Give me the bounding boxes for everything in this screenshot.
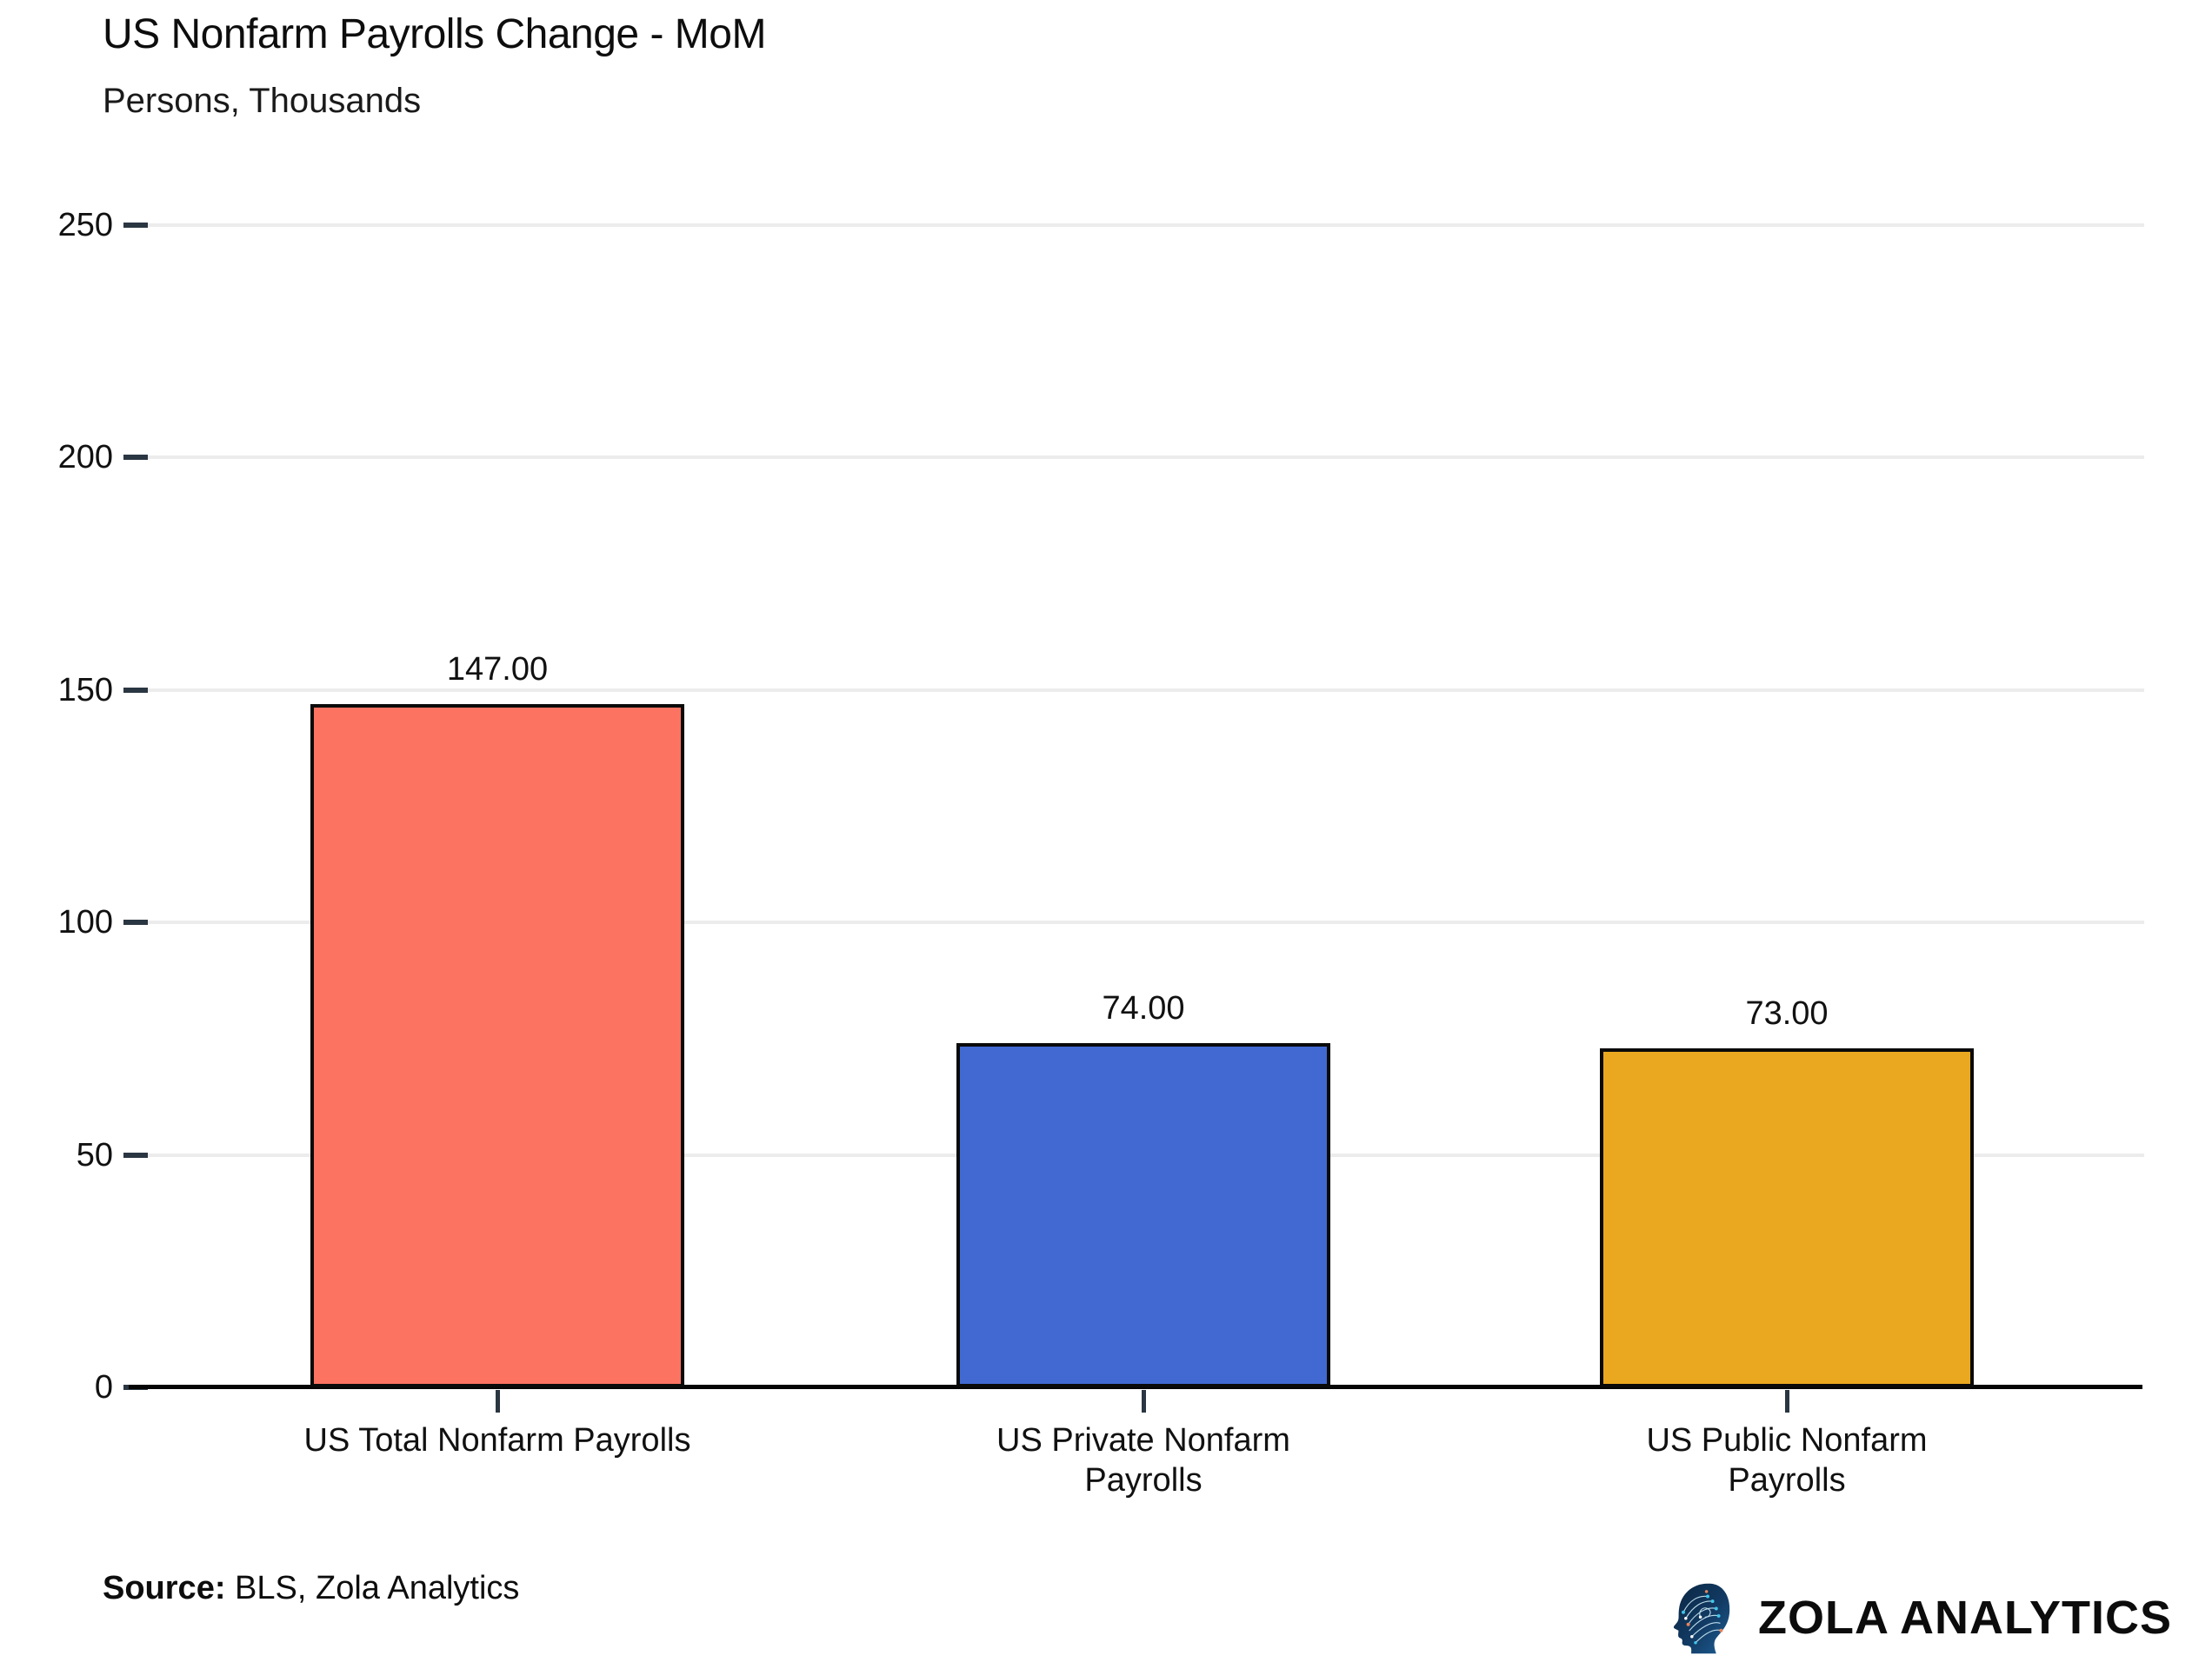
x-axis-label: US Total Nonfarm Payrolls [303,1422,691,1459]
bar-value-label: 73.00 [1745,994,1829,1032]
y-tick [123,687,148,693]
y-tick [123,920,148,926]
y-tick [123,455,148,461]
grid-line [148,921,2144,925]
logo: ZOLA ANALYTICS [1671,1572,2172,1664]
y-tick-label: 0 [94,1369,113,1406]
source-label: Source: [103,1570,226,1606]
grid-line [148,223,2144,227]
source-text: BLS, Zola Analytics [225,1570,520,1606]
x-axis-label: US Private Nonfarm Payrolls [996,1422,1290,1499]
x-tick [1785,1390,1789,1413]
y-tick [123,223,148,228]
x-tick [1142,1390,1146,1413]
y-tick [123,1152,148,1158]
grid-line [148,688,2144,692]
head-circuit-icon [1673,1583,1730,1654]
bar-2 [1600,1047,1974,1387]
grid-line [148,455,2144,460]
y-tick-label: 200 [57,439,113,476]
chart-title: US Nonfarm Payrolls Change - MoM [103,11,766,57]
chart-subtitle: Persons, Thousands [103,82,422,120]
bar-1 [956,1043,1330,1387]
y-tick-label: 50 [76,1136,113,1174]
bar-value-label: 147.00 [446,650,549,688]
bar-value-label: 74.00 [1102,990,1185,1027]
source-note: Source: BLS, Zola Analytics [103,1570,519,1607]
logo-text: ZOLA ANALYTICS [1758,1592,2173,1644]
x-axis-label: US Public Nonfarm Payrolls [1646,1422,1928,1499]
x-tick [496,1390,500,1413]
y-tick-label: 250 [57,207,113,243]
y-tick-label: 150 [57,671,113,708]
y-tick-label: 100 [57,904,113,941]
bar-0 [310,703,684,1387]
